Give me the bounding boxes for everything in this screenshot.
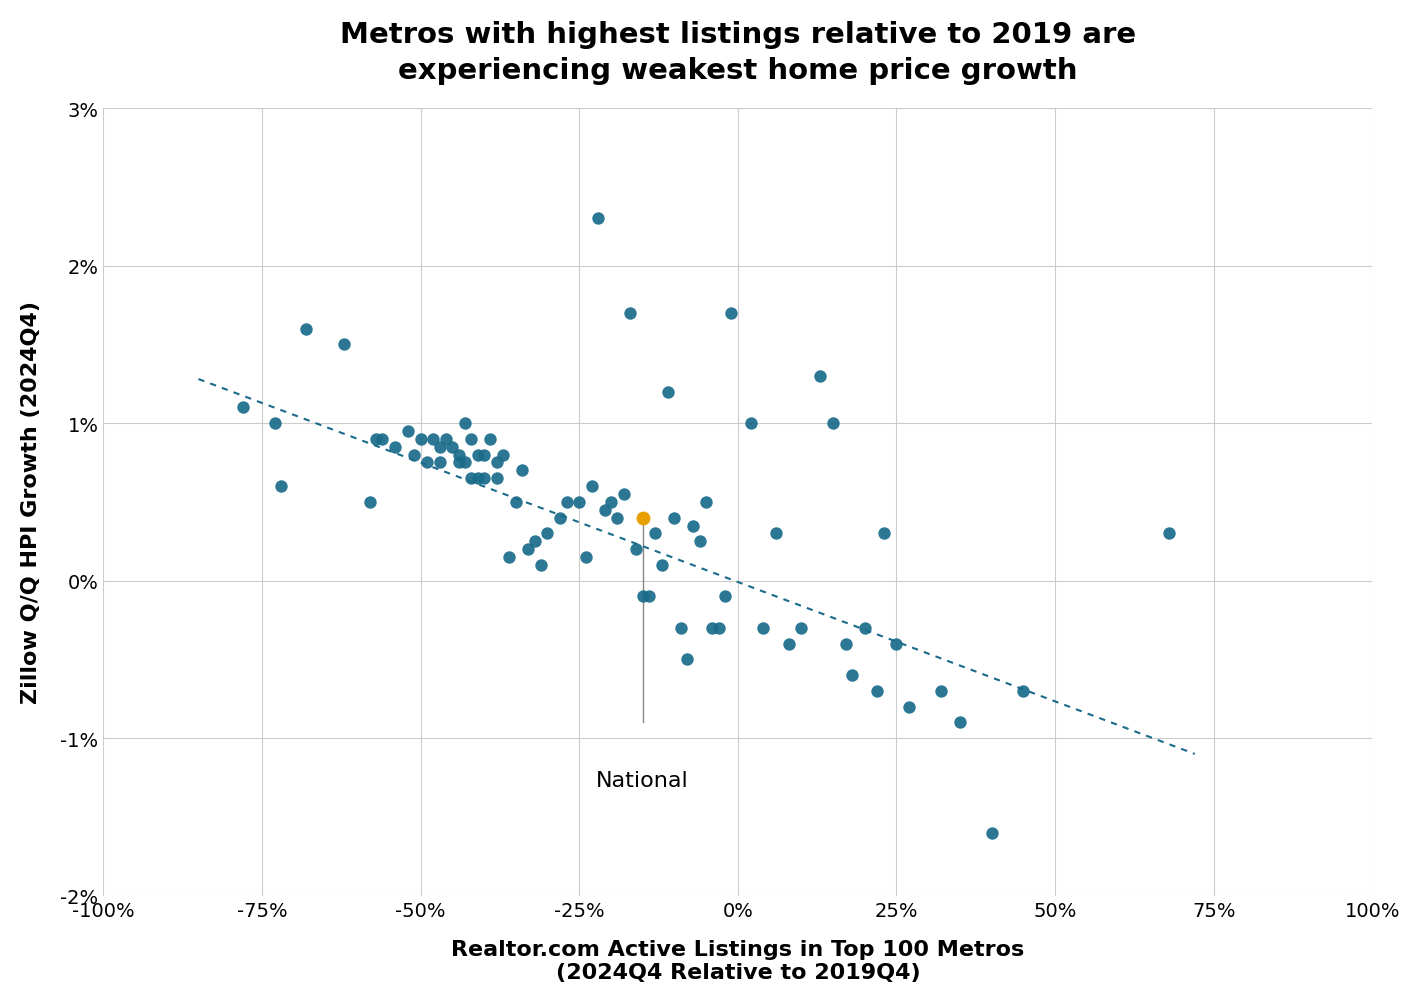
Point <box>333 337 355 353</box>
Point <box>453 415 476 431</box>
Point <box>517 542 540 558</box>
Point <box>708 620 730 636</box>
Point <box>486 470 509 486</box>
Point <box>409 431 432 447</box>
Point <box>466 447 489 463</box>
Point <box>460 431 483 447</box>
Y-axis label: Zillow Q/Q HPI Growth (2024Q4): Zillow Q/Q HPI Growth (2024Q4) <box>21 301 41 704</box>
Point <box>631 589 654 605</box>
Point <box>777 636 800 652</box>
Point <box>669 620 692 636</box>
Point <box>682 518 705 534</box>
Point <box>435 431 458 447</box>
Point <box>479 431 502 447</box>
Point <box>486 455 509 471</box>
Point <box>296 321 318 337</box>
Point <box>618 306 641 322</box>
Point <box>657 384 679 400</box>
Point <box>473 470 496 486</box>
Point <box>929 683 952 699</box>
Point <box>428 439 450 455</box>
Point <box>415 455 438 471</box>
Point <box>651 558 674 574</box>
Point <box>600 494 622 511</box>
Point <box>739 415 762 431</box>
Point <box>523 534 546 550</box>
Text: National: National <box>597 770 689 789</box>
Point <box>232 400 254 416</box>
Point <box>898 699 921 715</box>
Point <box>605 511 628 527</box>
Title: Metros with highest listings relative to 2019 are
experiencing weakest home pric: Metros with highest listings relative to… <box>340 21 1135 84</box>
Point <box>371 431 394 447</box>
Point <box>872 526 895 542</box>
Point <box>453 455 476 471</box>
Point <box>473 447 496 463</box>
Point <box>402 447 425 463</box>
Point <box>549 511 571 527</box>
Point <box>422 431 445 447</box>
Point <box>568 494 591 511</box>
Point <box>821 415 844 431</box>
Point <box>612 486 635 503</box>
Point <box>492 447 514 463</box>
Point <box>587 211 610 227</box>
Point <box>834 636 857 652</box>
Point <box>448 455 470 471</box>
Point <box>638 589 661 605</box>
Point <box>466 470 489 486</box>
Point <box>581 478 604 494</box>
Point <box>460 470 483 486</box>
Point <box>631 511 654 527</box>
Point <box>854 620 877 636</box>
Point <box>263 415 286 431</box>
Point <box>625 542 648 558</box>
Point <box>644 526 666 542</box>
Point <box>556 494 578 511</box>
Point <box>695 494 718 511</box>
Point <box>701 620 723 636</box>
Point <box>949 715 972 731</box>
Point <box>448 447 470 463</box>
Point <box>980 824 1003 841</box>
Point <box>688 534 710 550</box>
Point <box>752 620 774 636</box>
Point <box>593 503 615 519</box>
Point <box>664 511 686 527</box>
Point <box>790 620 813 636</box>
Point <box>574 550 597 566</box>
X-axis label: Realtor.com Active Listings in Top 100 Metros
(2024Q4 Relative to 2019Q4): Realtor.com Active Listings in Top 100 M… <box>452 939 1025 982</box>
Point <box>510 462 533 478</box>
Point <box>365 431 388 447</box>
Point <box>428 455 450 471</box>
Point <box>720 306 743 322</box>
Point <box>530 558 553 574</box>
Point <box>441 439 463 455</box>
Point <box>1012 683 1034 699</box>
Point <box>358 494 381 511</box>
Point <box>497 550 520 566</box>
Point <box>1158 526 1181 542</box>
Point <box>536 526 558 542</box>
Point <box>676 652 699 668</box>
Point <box>764 526 787 542</box>
Point <box>396 423 419 439</box>
Point <box>384 439 406 455</box>
Point <box>504 494 527 511</box>
Point <box>713 589 736 605</box>
Point <box>270 478 293 494</box>
Point <box>885 636 908 652</box>
Point <box>809 368 831 384</box>
Point <box>865 683 888 699</box>
Point <box>841 667 864 683</box>
